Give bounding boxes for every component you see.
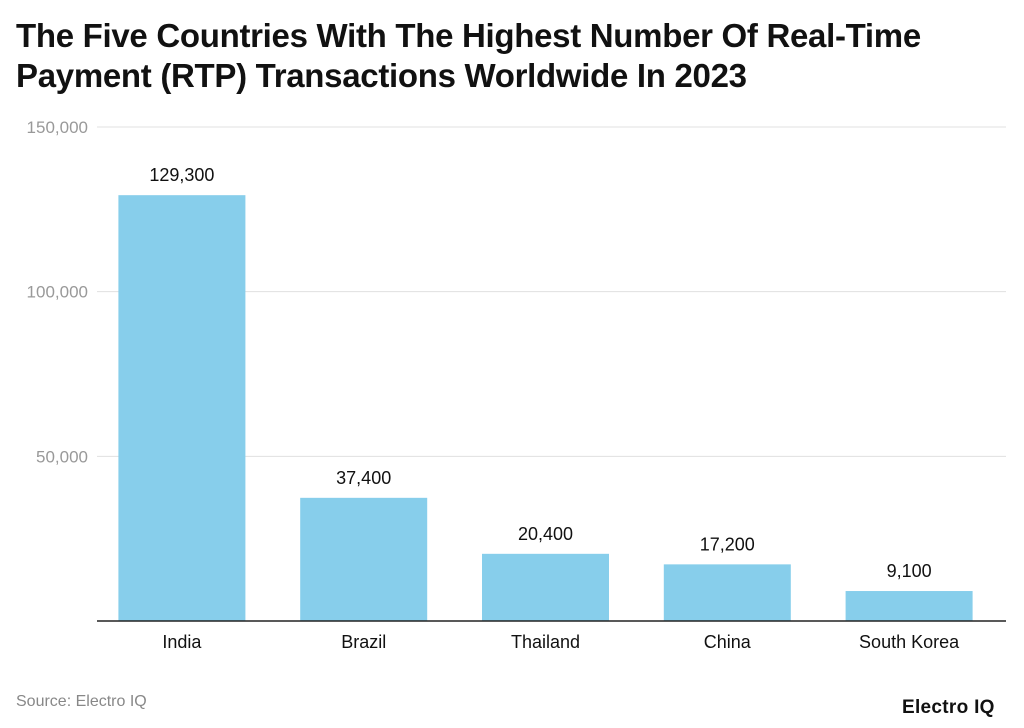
- data-label: 37,400: [336, 468, 391, 488]
- y-tick-label: 50,000: [36, 447, 88, 466]
- data-label: 20,400: [518, 524, 573, 544]
- y-tick-label: 100,000: [27, 283, 88, 302]
- electro-iq-logo: Electro IQ: [902, 697, 995, 718]
- data-label: 129,300: [149, 165, 214, 185]
- bar-thailand: [482, 553, 609, 621]
- source-note: Source: Electro IQ: [16, 693, 147, 710]
- x-tick-label: South Korea: [859, 632, 960, 652]
- bar-china: [663, 564, 791, 621]
- chart-title: The Five Countries With The Highest Numb…: [16, 17, 921, 94]
- data-label: 9,100: [887, 561, 932, 581]
- x-tick-label: Brazil: [341, 632, 386, 652]
- x-tick-label: Thailand: [511, 632, 580, 652]
- bar-south-korea: [845, 591, 973, 621]
- data-label: 17,200: [700, 534, 755, 554]
- bar-brazil: [300, 497, 428, 621]
- bar-india: [118, 195, 246, 621]
- y-tick-label: 150,000: [27, 118, 88, 137]
- x-tick-label: China: [704, 632, 752, 652]
- x-tick-label: India: [162, 632, 202, 652]
